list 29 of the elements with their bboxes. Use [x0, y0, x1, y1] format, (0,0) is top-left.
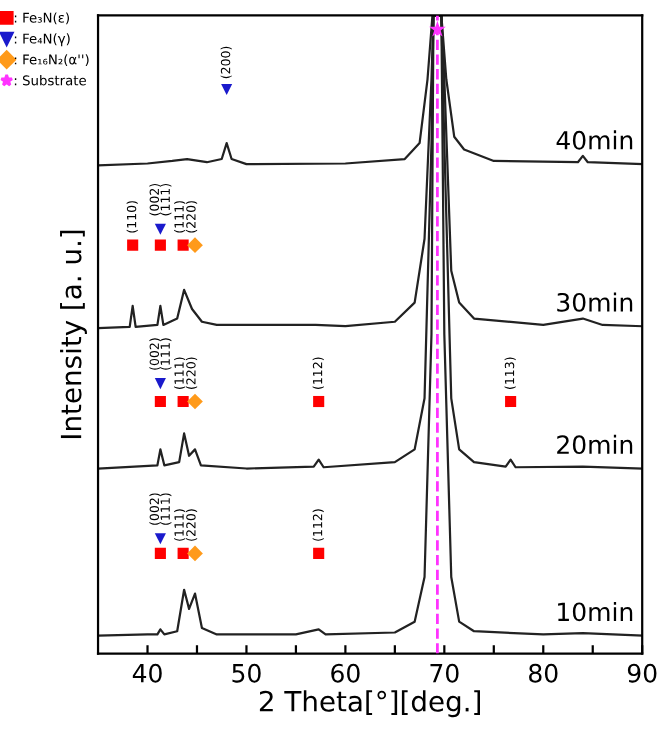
x-tick-label: 80: [529, 663, 558, 683]
x-tick-label: 40: [132, 663, 162, 683]
point: [154, 239, 166, 251]
series-label: 40min: [556, 130, 633, 150]
series-label: 20min: [557, 434, 633, 455]
x-tick-label: 90: [627, 663, 657, 683]
point: [154, 533, 166, 545]
series-label: 30min: [557, 292, 633, 312]
x-tick-label: 60: [331, 663, 360, 683]
point: [221, 83, 233, 96]
point: [177, 395, 189, 408]
point: [154, 547, 166, 559]
point: [177, 547, 189, 559]
x-tick-label: 70: [430, 663, 459, 683]
x-axis-title: 2 Theta[°][deg.]: [259, 690, 480, 718]
point: [187, 237, 203, 254]
point: [313, 395, 325, 408]
point: [187, 393, 203, 410]
point: [154, 395, 166, 408]
point: [313, 547, 325, 559]
point: [505, 395, 517, 408]
point: [187, 545, 203, 562]
point: [127, 239, 139, 251]
y-axis-title: Intensity [a. u.]: [60, 230, 87, 439]
x-tick-label: 50: [232, 663, 261, 683]
series-label: 10min: [558, 601, 633, 622]
point: [154, 378, 166, 390]
point: [177, 239, 189, 251]
point: [429, 20, 446, 37]
